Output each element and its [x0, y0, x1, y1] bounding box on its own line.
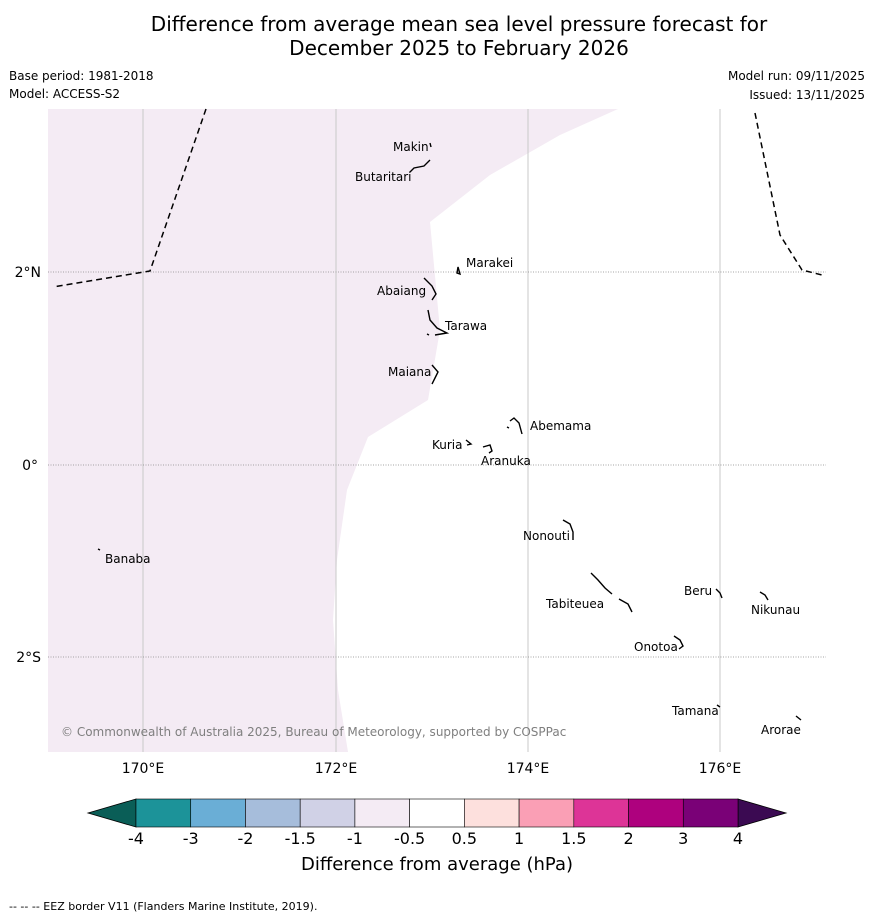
island-maiana — [431, 364, 439, 385]
colorbar-tick-label: -3 — [182, 829, 199, 848]
label-maiana: Maiana — [388, 365, 431, 379]
island-tamana — [716, 704, 721, 708]
label-tarawa: Tarawa — [444, 319, 487, 333]
eez-border-west — [52, 108, 207, 288]
label-butaritari: Butaritari — [355, 170, 412, 184]
colorbar-bin — [409, 798, 465, 828]
copyright-notice: © Commonwealth of Australia 2025, Bureau… — [61, 725, 566, 739]
label-marakei: Marakei — [466, 256, 513, 270]
island-arorae — [795, 715, 802, 721]
label-makin: Makin — [393, 140, 429, 154]
model-label: Model: ACCESS-S2 — [9, 87, 121, 101]
island-tarawa — [426, 309, 450, 336]
island-abaiang — [423, 277, 437, 301]
latitude-gridlines — [48, 271, 826, 658]
island-aranuka — [482, 444, 493, 454]
label-beru: Beru — [684, 584, 712, 598]
colorbar-tick-label: -4 — [128, 829, 144, 848]
island-tabiteuea — [590, 572, 633, 613]
colorbar-bin — [299, 798, 356, 828]
island-beru — [715, 588, 723, 599]
colorbar — [86, 798, 788, 828]
colorbar-bin — [190, 798, 246, 828]
island-onotoa — [673, 635, 684, 650]
colorbar-bin — [464, 798, 520, 828]
colorbar-extend-low — [86, 798, 137, 828]
island-makin — [429, 142, 432, 148]
island-butaritari — [409, 159, 431, 173]
colorbar-tick-label: 0.5 — [451, 829, 478, 848]
axis-labels: 170°E 172°E 174°E 176°E 2°N 0° 2°S — [15, 265, 742, 777]
colorbar-tick-label: -0.5 — [394, 829, 426, 848]
longitude-gridlines — [142, 109, 721, 752]
model-run-label: Model run: 09/11/2025 — [727, 69, 865, 83]
chart-title: Difference from average mean sea level p… — [0, 12, 873, 60]
label-tabiteuea: Tabiteuea — [545, 597, 604, 611]
island-banaba — [97, 548, 101, 551]
colorbar-extend-high — [737, 798, 788, 828]
label-onotoa: Onotoa — [634, 640, 678, 654]
label-nonouti: Nonouti — [523, 529, 570, 543]
title-line-1: Difference from average mean sea level p… — [150, 12, 768, 36]
lon-label-176e: 176°E — [699, 761, 742, 777]
colorbar-bin — [135, 798, 192, 828]
colorbar-tick-label: 3 — [678, 829, 689, 848]
label-abaiang: Abaiang — [377, 284, 426, 298]
issued-label: Issued: 13/11/2025 — [749, 88, 865, 102]
colorbar-bin — [682, 798, 739, 828]
label-arorae: Arorae — [761, 723, 801, 737]
anomaly-region-neg-0-5 — [48, 109, 618, 752]
colorbar-tick-label: -2 — [237, 829, 254, 848]
base-period-label: Base period: 1981-2018 — [9, 69, 154, 83]
colorbar-bin — [628, 798, 684, 828]
colorbar-title: Difference from average (hPa) — [300, 854, 574, 875]
island-marakei — [456, 266, 462, 276]
islands — [97, 142, 802, 721]
island-abemama — [506, 417, 523, 435]
lat-label-0: 0° — [22, 458, 38, 474]
lat-label-2n: 2°N — [15, 265, 41, 281]
colorbar-tick-label: 2 — [623, 829, 634, 848]
label-banaba: Banaba — [105, 552, 151, 566]
colorbar-tick-label: -1.5 — [284, 829, 316, 848]
label-kuria: Kuria — [432, 438, 463, 452]
label-aranuka: Aranuka — [481, 454, 531, 468]
label-abemama: Abemama — [530, 419, 591, 433]
colorbar-tick-label: 4 — [732, 829, 744, 848]
label-tamana: Tamana — [671, 704, 719, 718]
lon-label-172e: 172°E — [315, 761, 358, 777]
colorbar-tick-label: -1 — [346, 829, 363, 848]
colorbar-tick-label: 1 — [513, 829, 525, 848]
island-nonouti — [562, 519, 574, 540]
title-line-2: December 2025 to February 2026 — [289, 36, 629, 60]
colorbar-bin — [573, 798, 629, 828]
eez-border-east — [754, 112, 823, 276]
colorbar-bin — [518, 798, 575, 828]
lon-label-170e: 170°E — [122, 761, 165, 777]
eez-borders — [52, 108, 823, 288]
colorbar-bin — [354, 798, 410, 828]
island-kuria — [465, 439, 473, 446]
lat-label-2s: 2°S — [16, 650, 41, 666]
eez-footnote: -- -- -- EEZ border V11 (Flanders Marine… — [9, 900, 318, 913]
colorbar-tick-label: 1.5 — [561, 829, 587, 848]
island-nikunau — [759, 591, 769, 601]
label-nikunau: Nikunau — [751, 603, 800, 617]
place-labels: Makin Butaritari Marakei Abaiang Tarawa … — [105, 140, 801, 737]
colorbar-bin — [245, 798, 301, 828]
lon-label-174e: 174°E — [507, 761, 550, 777]
